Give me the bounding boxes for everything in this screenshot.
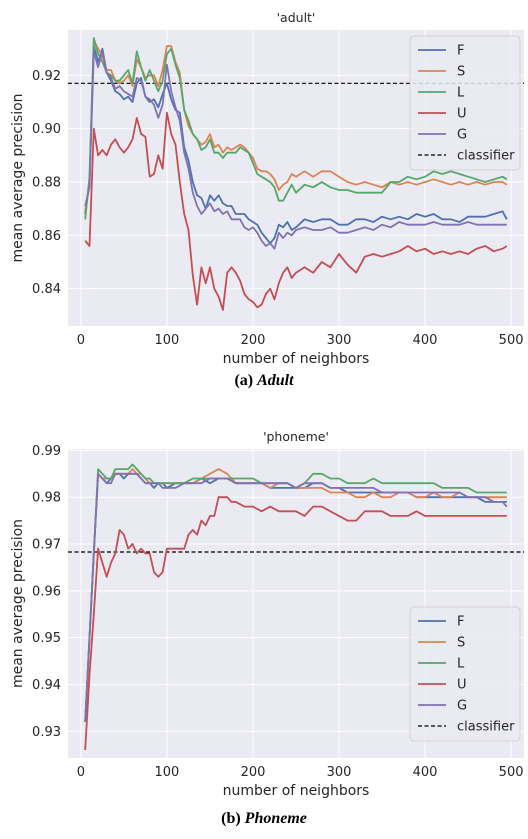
series-line-s — [84, 39, 508, 212]
series-line-l — [84, 37, 508, 220]
x-tick-label: 300 — [327, 333, 352, 348]
series-line-u — [84, 111, 508, 311]
chart-1: 0 100 200 300 400 500 0.93 0.94 0.95 0.96 0.97 0.98… — [10, 429, 524, 799]
legend-label-g: G — [457, 699, 467, 714]
legend-label-classifier: classifier — [457, 149, 515, 164]
x-tick-label: 500 — [499, 333, 524, 348]
x-tick-label: 100 — [155, 333, 180, 348]
caption-a-name: Adult — [257, 372, 294, 389]
x-tick-label: 300 — [327, 765, 352, 780]
x-tick-label: 200 — [241, 765, 266, 780]
series-line-f — [84, 45, 508, 245]
chart-title: 'adult' — [277, 10, 316, 25]
legend-label-u: U — [457, 678, 467, 693]
x-tick-label: 500 — [499, 765, 524, 780]
y-tick-label: 0.96 — [32, 584, 61, 599]
legend-frame — [409, 35, 521, 171]
legend-label-l: L — [457, 657, 465, 672]
x-tick-label: 400 — [413, 333, 438, 348]
y-tick-label: 0.86 — [32, 229, 61, 244]
series-line-g — [84, 472, 508, 722]
caption-a-label: (a) — [234, 372, 254, 389]
y-tick-label: 0.88 — [32, 176, 61, 191]
x-tick-label: 100 — [155, 765, 180, 780]
y-tick-label: 0.99 — [32, 444, 61, 459]
x-tick-label: 0 — [77, 333, 85, 348]
x-tick-label: 400 — [413, 765, 438, 780]
y-axis-label: mean average precision — [10, 93, 26, 262]
x-axis-label: number of neighbors — [223, 783, 370, 799]
x-axis-label: number of neighbors — [223, 351, 370, 367]
legend-label-s: S — [457, 65, 465, 80]
legend-label-l: L — [457, 86, 465, 101]
series-layer — [68, 463, 524, 751]
y-tick-label: 0.93 — [32, 725, 61, 740]
y-tick-label: 0.97 — [32, 538, 61, 553]
legend-label-f: F — [457, 44, 464, 59]
y-tick-label: 0.90 — [32, 122, 61, 137]
series-line-l — [84, 463, 507, 722]
chart-0: 0 100 200 300 400 500 0.84 0.86 0.88 0.90 0.92 'adu… — [10, 10, 524, 367]
legend-frame — [409, 606, 521, 742]
legend-label-f: F — [457, 615, 464, 630]
chart-title: 'phoneme' — [263, 429, 329, 444]
y-tick-label: 0.92 — [32, 69, 61, 84]
caption-b-name: Phoneme — [244, 810, 307, 827]
x-tick-label: 0 — [77, 765, 85, 780]
series-layer — [68, 37, 524, 311]
caption-b-label: (b) — [221, 810, 241, 827]
y-tick-label: 0.94 — [32, 678, 61, 693]
y-tick-label: 0.84 — [32, 282, 61, 297]
legend-label-u: U — [457, 107, 467, 122]
y-tick-label: 0.95 — [32, 631, 61, 646]
x-tick-label: 200 — [241, 333, 266, 348]
legend-label-classifier: classifier — [457, 720, 515, 735]
caption-adult: (a) Adult — [0, 372, 528, 390]
y-axis-label: mean average precision — [10, 519, 26, 688]
series-line-g — [84, 50, 507, 250]
legend-label-g: G — [457, 128, 467, 143]
y-tick-label: 0.98 — [32, 491, 61, 506]
legend-label-s: S — [457, 636, 465, 651]
caption-phoneme: (b) Phoneme — [0, 810, 528, 828]
series-line-u — [84, 496, 507, 751]
